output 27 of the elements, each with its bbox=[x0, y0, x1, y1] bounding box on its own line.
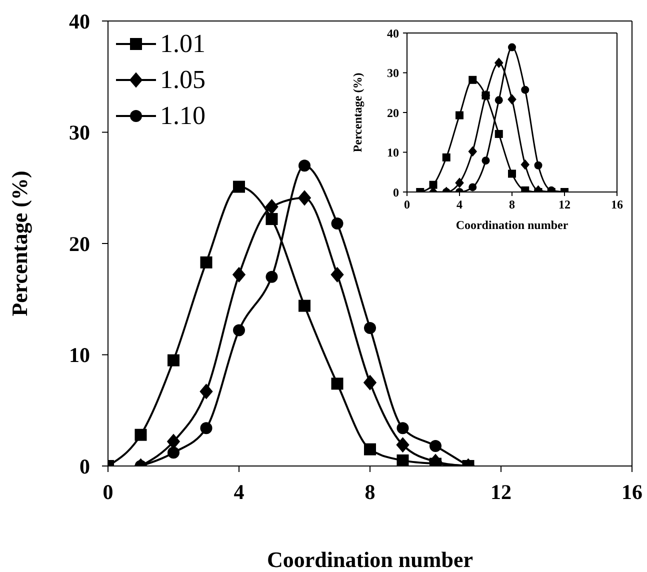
x-tick-label: 12 bbox=[490, 480, 512, 504]
y-tick-label: 10 bbox=[387, 146, 399, 160]
x-tick-label: 0 bbox=[404, 198, 410, 212]
y-tick-label: 0 bbox=[393, 185, 399, 200]
x-tick-label: 8 bbox=[364, 480, 376, 504]
y-tick-label: 40 bbox=[387, 26, 399, 40]
x-axis-title: Coordination number bbox=[267, 547, 474, 572]
legend-label: 1.01 bbox=[160, 29, 206, 59]
y-tick-label: 40 bbox=[69, 9, 90, 34]
y-tick-label: 0 bbox=[80, 454, 90, 478]
legend-label: 1.05 bbox=[160, 65, 206, 95]
x-tick-label: 16 bbox=[622, 480, 642, 504]
x-tick-label: 0 bbox=[102, 480, 114, 504]
y-tick-label: 20 bbox=[69, 232, 90, 256]
y-tick-label: 30 bbox=[387, 66, 399, 80]
x-tick-label: 4 bbox=[456, 198, 462, 212]
x-tick-label: 4 bbox=[234, 480, 245, 504]
x-tick-label: 12 bbox=[558, 198, 570, 212]
y-axis-title: Percentage (%) bbox=[350, 72, 364, 152]
x-tick-label: 16 bbox=[611, 198, 623, 212]
y-tick-label: 20 bbox=[387, 106, 399, 120]
x-axis-title: Coordination number bbox=[456, 218, 569, 232]
y-tick-label: 10 bbox=[69, 343, 90, 368]
x-tick-label: 8 bbox=[509, 198, 515, 212]
legend-label: 1.10 bbox=[160, 101, 206, 131]
y-tick-label: 30 bbox=[69, 120, 90, 145]
y-axis-title: Percentage (%) bbox=[6, 170, 32, 316]
